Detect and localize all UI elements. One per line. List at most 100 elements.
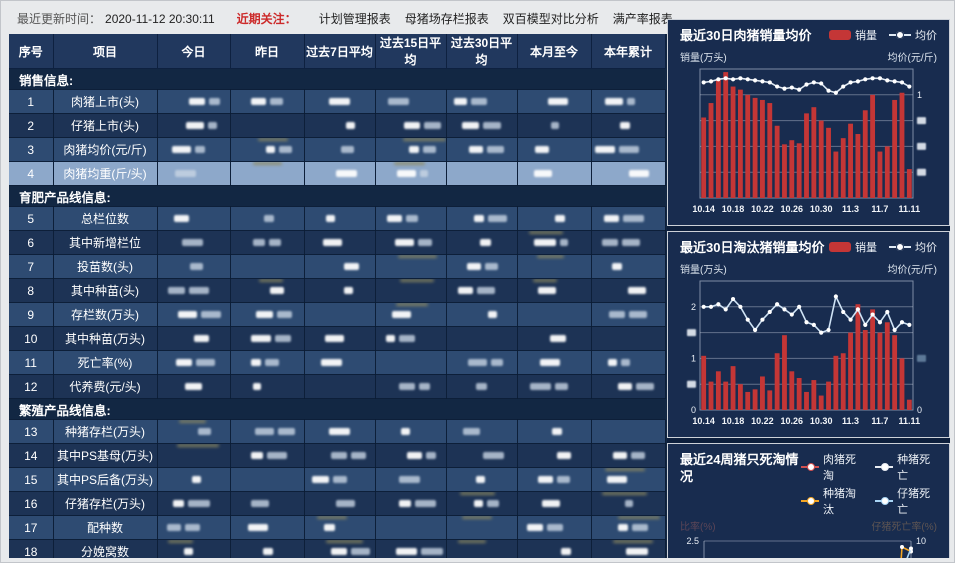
redacted-value xyxy=(468,146,484,153)
report-link-3[interactable]: 双百模型对比分析 xyxy=(502,11,599,26)
row-number: 8 xyxy=(9,278,54,303)
data-cell xyxy=(517,161,592,186)
legend-item-avg-price[interactable]: 均价 xyxy=(889,239,937,255)
data-cell xyxy=(591,230,666,255)
redacted-value xyxy=(341,146,354,153)
redacted-value xyxy=(250,98,267,105)
redacted-value xyxy=(486,500,499,507)
row-number: 7 xyxy=(9,254,54,279)
data-cell xyxy=(446,302,518,327)
svg-text:10.14: 10.14 xyxy=(692,204,715,214)
row-label: 投苗数(头) xyxy=(53,254,158,279)
redacted-value xyxy=(176,359,192,366)
y-axis-right-label: 均价(元/斤) xyxy=(887,52,937,64)
data-cell xyxy=(304,350,376,375)
legend-item-sales[interactable]: 销量 xyxy=(829,239,877,255)
redacted-value xyxy=(251,452,264,459)
legend-item-2[interactable]: 种猪淘汰 xyxy=(800,485,863,517)
data-cell xyxy=(304,491,376,516)
data-cell xyxy=(591,467,666,492)
section-row: 销售信息: xyxy=(9,68,665,90)
redacted-value xyxy=(186,122,204,129)
table-row-6[interactable]: 6 其中新增栏位 xyxy=(9,230,666,255)
redacted-value xyxy=(555,215,565,222)
redacted-value xyxy=(476,287,495,294)
table-row-12[interactable]: 12 代养费(元/头) xyxy=(9,374,666,399)
report-link-1[interactable]: 计划管理报表 xyxy=(318,11,391,26)
redacted-value xyxy=(270,287,284,294)
data-cell xyxy=(375,302,447,327)
data-cell xyxy=(375,113,447,138)
legend-label: 均价 xyxy=(915,242,937,254)
data-cell xyxy=(446,443,518,468)
redacted-value xyxy=(606,476,628,483)
row-number: 2 xyxy=(9,113,54,138)
chart-title: 最近30日淘汰猪销量均价 xyxy=(680,240,825,255)
legend-item-sales[interactable]: 销量 xyxy=(829,27,877,43)
redacted-value xyxy=(619,122,631,129)
legend-label: 种猪淘汰 xyxy=(823,488,857,516)
redacted-value xyxy=(325,215,336,222)
table-row-18[interactable]: 18 分娩窝数 xyxy=(9,539,666,558)
kpi-table-panel: 序号 项目 今日 昨日 过去7日平均 过去15日平均 过去30日平均 本月至今 本年累计 销售信… xyxy=(9,34,667,558)
line-dot-swatch-icon xyxy=(889,31,911,40)
redacted-value xyxy=(195,359,215,366)
redacted-value xyxy=(189,287,209,294)
table-row-11[interactable]: 11 死亡率(%) xyxy=(9,350,666,375)
data-cell xyxy=(375,254,447,279)
data-cell xyxy=(375,419,447,444)
data-cell xyxy=(157,230,231,255)
legend-item-1[interactable]: 种猪死亡 xyxy=(874,451,937,483)
row-number: 13 xyxy=(9,419,54,444)
table-row-9[interactable]: 9 存栏数(万头) xyxy=(9,302,666,327)
report-link-4[interactable]: 满产率报表 xyxy=(612,11,673,26)
column-header: 序号 xyxy=(9,34,54,69)
data-cell xyxy=(517,326,592,351)
redacted-value xyxy=(629,170,649,177)
line-dot-swatch-icon xyxy=(889,243,911,252)
table-row-8[interactable]: 8 其中种苗(头) xyxy=(9,278,666,303)
svg-text:1: 1 xyxy=(691,353,696,363)
legend-label: 仔猪死亡 xyxy=(897,488,931,516)
data-cell xyxy=(517,491,592,516)
table-row-13[interactable]: 13 种猪存栏(万头) xyxy=(9,419,666,444)
table-row-2[interactable]: 2 仔猪上市(头) xyxy=(9,113,666,138)
table-row-10[interactable]: 10 其中种苗(万头) xyxy=(9,326,666,351)
data-cell xyxy=(446,230,518,255)
redacted-value xyxy=(556,452,572,459)
data-cell xyxy=(304,467,376,492)
data-cell xyxy=(157,491,231,516)
data-cell xyxy=(517,302,592,327)
redacted-value xyxy=(248,524,268,531)
svg-text:0: 0 xyxy=(917,405,922,415)
table-row-14[interactable]: 14 其中PS基母(万头) xyxy=(9,443,666,468)
table-row-4[interactable]: 4 肉猪均重(斤/头) xyxy=(9,161,666,186)
data-cell xyxy=(446,113,518,138)
redacted-value xyxy=(386,335,395,342)
data-cell xyxy=(157,515,231,540)
table-row-17[interactable]: 17 配种数 xyxy=(9,515,666,540)
report-link-2[interactable]: 母猪场存栏报表 xyxy=(404,11,489,26)
data-cell xyxy=(304,419,376,444)
table-row-3[interactable]: 3 肉猪均价(元/斤) xyxy=(9,137,666,162)
table-row-5[interactable]: 5 总栏位数 xyxy=(9,206,666,231)
data-cell xyxy=(446,515,518,540)
redacted-value xyxy=(613,452,627,459)
legend-item-avg-price[interactable]: 均价 xyxy=(889,27,937,43)
redacted-value xyxy=(627,98,636,105)
legend-item-0[interactable]: 肉猪死淘 xyxy=(800,451,863,483)
table-row-7[interactable]: 7 投苗数(头) xyxy=(9,254,666,279)
redacted-value xyxy=(424,122,441,129)
row-label: 其中新增栏位 xyxy=(53,230,158,255)
data-cell xyxy=(591,113,666,138)
table-row-1[interactable]: 1 肉猪上市(头) xyxy=(9,89,666,114)
row-label: 存栏数(万头) xyxy=(53,302,158,327)
table-row-15[interactable]: 15 其中PS后备(万头) xyxy=(9,467,666,492)
legend-item-3[interactable]: 仔猪死亡 xyxy=(874,485,937,517)
data-cell xyxy=(591,161,666,186)
data-cell xyxy=(230,206,305,231)
data-cell xyxy=(230,137,305,162)
table-row-16[interactable]: 16 仔猪存栏(万头) xyxy=(9,491,666,516)
redacted-value xyxy=(423,146,437,153)
chart-panel-cull-sales-price: 最近30日淘汰猪销量均价 销量 均价 销量(万头) 均价(元/斤) 2 1 0 0 10… xyxy=(667,231,950,438)
